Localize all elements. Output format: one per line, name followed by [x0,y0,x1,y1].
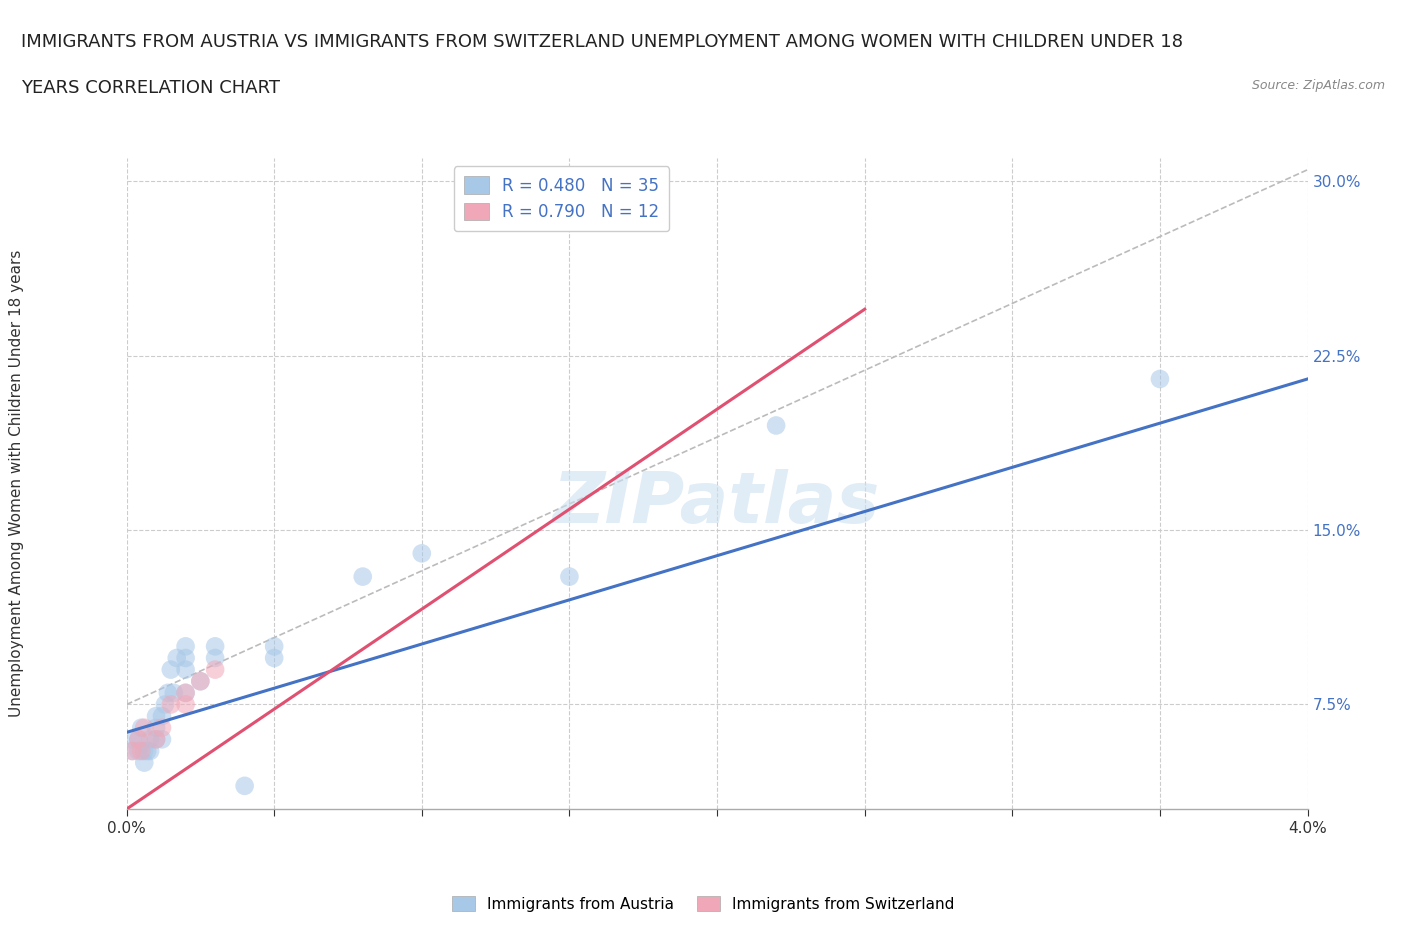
Point [145,732,167,747]
Point [150,709,173,724]
Point [127,732,149,747]
Text: ZIPatlas: ZIPatlas [554,469,880,538]
Text: Source: ZipAtlas.com: Source: ZipAtlas.com [1251,79,1385,92]
Point [156,685,179,700]
Point [188,673,211,688]
Point [263,651,285,666]
Point [765,418,787,433]
Legend: R = 0.480   N = 35, R = 0.790   N = 12: R = 0.480 N = 35, R = 0.790 N = 12 [454,166,669,231]
Point [174,639,197,654]
Point [558,197,581,212]
Point [166,651,188,666]
Point [233,778,256,793]
Point [121,732,143,747]
Point [204,639,226,654]
Point [263,639,285,654]
Point [174,662,197,677]
Point [160,698,183,712]
Point [136,744,159,759]
Point [129,744,153,759]
Point [411,546,433,561]
Point [145,732,167,747]
Point [150,720,173,735]
Point [150,732,173,747]
Point [204,662,226,677]
Point [174,651,197,666]
Point [352,569,374,584]
Point [188,673,211,688]
Text: YEARS CORRELATION CHART: YEARS CORRELATION CHART [21,79,280,97]
Point [134,720,156,735]
Point [129,720,153,735]
Point [174,685,197,700]
Text: Unemployment Among Women with Children Under 18 years: Unemployment Among Women with Children U… [10,250,24,717]
Point [127,732,149,747]
Point [134,755,156,770]
Point [145,720,167,735]
Point [160,662,183,677]
Point [153,698,176,712]
Point [145,709,167,724]
Point [139,744,162,759]
Point [558,569,581,584]
Point [174,685,197,700]
Point [174,698,197,712]
Point [127,744,149,759]
Point [121,744,143,759]
Point [1149,371,1171,387]
Point [204,651,226,666]
Legend: Immigrants from Austria, Immigrants from Switzerland: Immigrants from Austria, Immigrants from… [446,889,960,918]
Point [139,732,162,747]
Point [163,685,186,700]
Point [121,744,143,759]
Point [134,744,156,759]
Text: IMMIGRANTS FROM AUSTRIA VS IMMIGRANTS FROM SWITZERLAND UNEMPLOYMENT AMONG WOMEN : IMMIGRANTS FROM AUSTRIA VS IMMIGRANTS FR… [21,33,1182,50]
